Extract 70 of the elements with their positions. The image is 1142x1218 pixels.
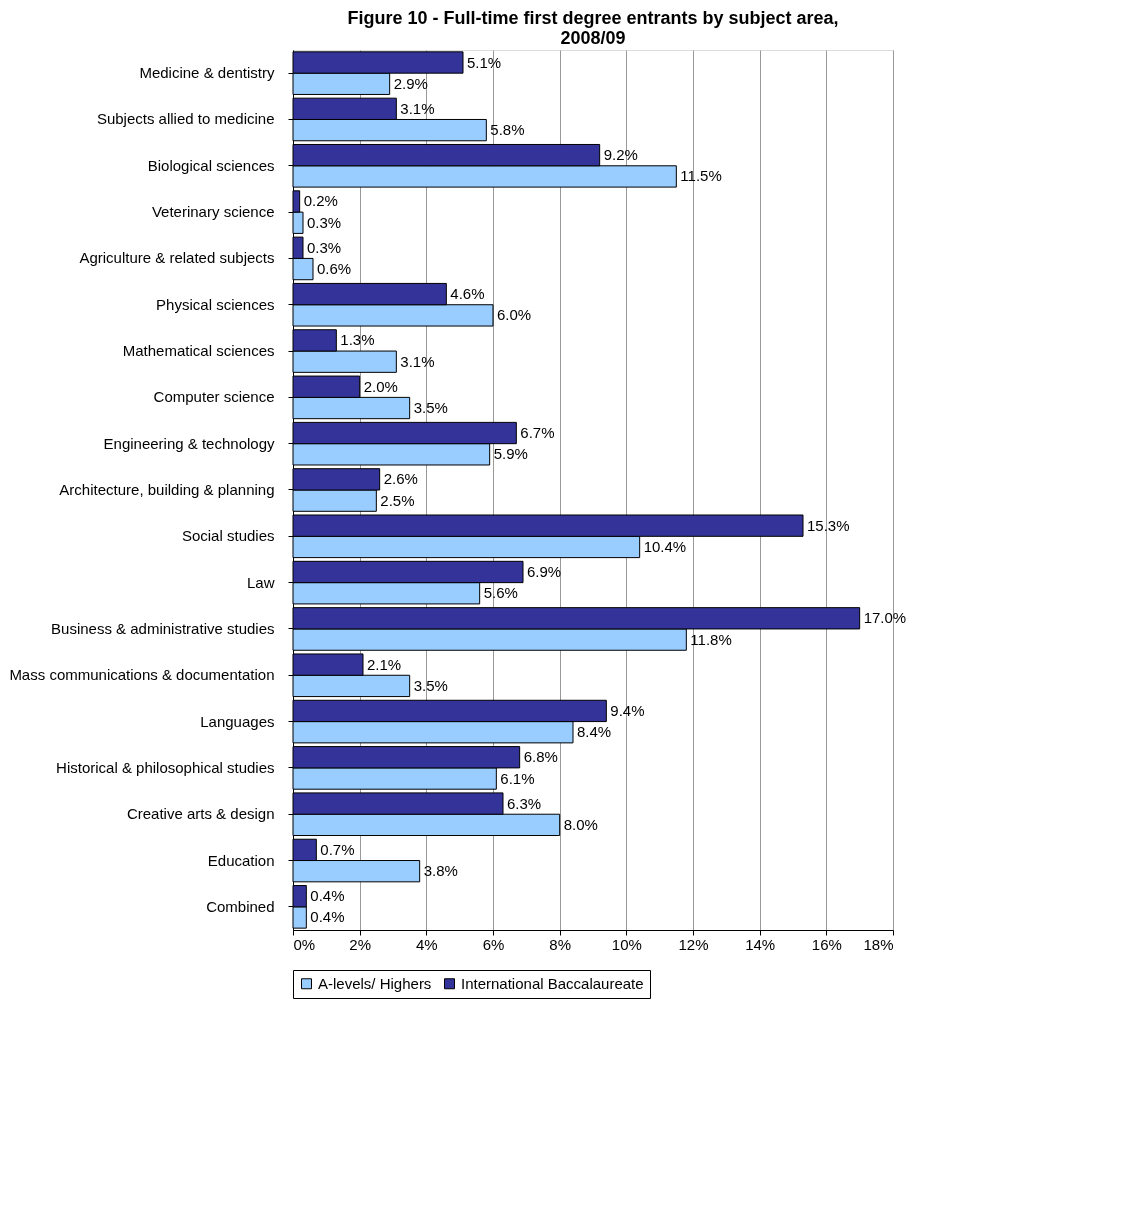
y-tick-label: Creative arts & design bbox=[126, 805, 275, 823]
data-label: 5.6% bbox=[483, 584, 518, 602]
data-label: 4.6% bbox=[450, 285, 485, 303]
y-tick-label: Physical sciences bbox=[156, 295, 275, 313]
x-tick-label: 6% bbox=[482, 935, 505, 953]
data-label: 1.3% bbox=[340, 331, 375, 349]
data-label: 2.5% bbox=[380, 491, 415, 509]
data-label: 2.9% bbox=[393, 74, 428, 92]
y-tick-label: Mathematical sciences bbox=[122, 342, 275, 360]
y-tick-label: Education bbox=[207, 851, 275, 869]
data-label: 2.6% bbox=[383, 470, 418, 488]
data-label: 2.0% bbox=[363, 377, 398, 395]
x-tick-label: 0% bbox=[293, 935, 316, 953]
y-tick-label: Languages bbox=[200, 712, 275, 730]
x-tick-label: 18% bbox=[863, 935, 894, 953]
y-tick-label: Architecture, building & planning bbox=[59, 481, 275, 498]
data-label: 3.8% bbox=[423, 862, 458, 880]
data-label: 9.4% bbox=[610, 701, 645, 719]
y-tick-label: Medicine & dentistry bbox=[139, 64, 275, 82]
data-label: 9.2% bbox=[603, 146, 638, 164]
legend-label: A-levels/ Highers bbox=[318, 974, 432, 992]
y-tick-label: Mass communications & documentation bbox=[9, 666, 275, 684]
y-tick-label: Subjects allied to medicine bbox=[96, 110, 275, 128]
data-label: 6.9% bbox=[527, 562, 562, 580]
x-tick-label: 4% bbox=[415, 935, 438, 953]
data-label: 3.5% bbox=[413, 676, 448, 694]
data-label: 0.2% bbox=[303, 192, 338, 210]
x-tick-label: 16% bbox=[811, 935, 842, 953]
data-label: 6.7% bbox=[520, 424, 555, 442]
x-tick-label: 12% bbox=[678, 935, 709, 953]
x-tick-label: 2% bbox=[349, 935, 372, 953]
data-label: 0.3% bbox=[307, 213, 342, 231]
y-tick-label: Combined bbox=[206, 897, 275, 915]
data-label: 0.4% bbox=[310, 887, 345, 905]
data-label: 6.0% bbox=[497, 306, 532, 324]
data-label: 3.1% bbox=[400, 99, 435, 117]
data-label: 0.6% bbox=[317, 260, 352, 278]
data-label: 5.1% bbox=[467, 53, 502, 71]
data-label: 6.3% bbox=[507, 794, 542, 812]
y-tick-label: Biological sciences bbox=[147, 156, 275, 174]
data-label: 0.7% bbox=[320, 840, 355, 858]
y-tick-label: Computer science bbox=[153, 388, 275, 406]
y-tick-label: Agriculture & related subjects bbox=[79, 249, 275, 267]
data-label: 11.8% bbox=[690, 630, 732, 648]
x-tick-label: 14% bbox=[745, 935, 776, 953]
data-label: 11.5% bbox=[680, 167, 722, 185]
data-label: 17.0% bbox=[863, 609, 907, 627]
data-label: 0.3% bbox=[307, 238, 342, 256]
y-tick-label: Law bbox=[246, 573, 275, 591]
data-label: 3.5% bbox=[413, 399, 448, 417]
data-label: 0.4% bbox=[310, 908, 345, 926]
x-tick-label: 10% bbox=[611, 935, 642, 953]
y-tick-label: Engineering & technology bbox=[103, 434, 275, 452]
data-label: 6.8% bbox=[523, 748, 558, 766]
data-label: 6.1% bbox=[500, 769, 535, 787]
data-label: 2.1% bbox=[367, 655, 402, 673]
x-tick-label: 8% bbox=[549, 935, 572, 953]
y-tick-label: Business & administrative studies bbox=[51, 619, 275, 637]
data-label: 15.3% bbox=[807, 516, 850, 534]
data-label: 5.8% bbox=[490, 121, 525, 139]
y-tick-label: Historical & philosophical studies bbox=[56, 758, 275, 776]
y-tick-label: Social studies bbox=[181, 527, 275, 545]
chart-title: Figure 10 - Full-time first degree entrants by subject area, 2008/09 bbox=[347, 8, 839, 48]
data-label: 10.4% bbox=[643, 537, 687, 555]
y-tick-label: Veterinary science bbox=[151, 203, 275, 221]
legend-label: International Baccalaureate bbox=[461, 974, 644, 992]
data-label: 3.1% bbox=[400, 352, 435, 370]
data-label: 5.9% bbox=[493, 445, 528, 463]
data-label: 8.0% bbox=[563, 815, 598, 833]
data-label: 8.4% bbox=[577, 723, 612, 741]
